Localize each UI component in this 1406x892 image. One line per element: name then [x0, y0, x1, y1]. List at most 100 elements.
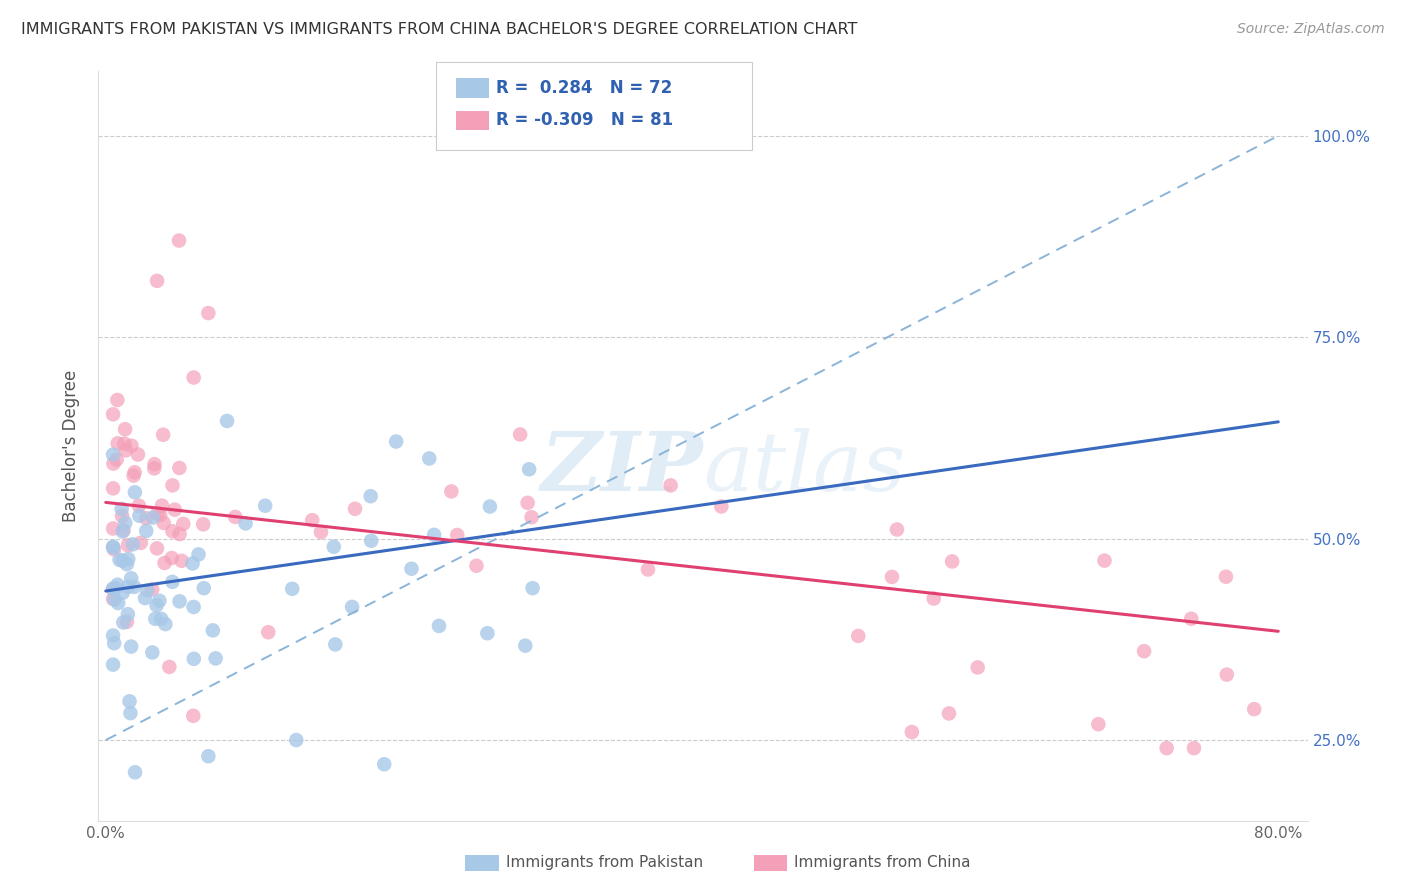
- Point: [1243, 702, 1265, 716]
- Point: [112, 615, 135, 630]
- Point: [217, 414, 239, 428]
- Point: [323, 637, 346, 651]
- Point: [101, 582, 124, 596]
- Point: [152, 427, 174, 442]
- Point: [146, 541, 169, 556]
- Point: [107, 596, 129, 610]
- Point: [111, 508, 134, 523]
- Point: [141, 582, 163, 597]
- Point: [197, 306, 219, 320]
- Point: [257, 625, 280, 640]
- Point: [120, 439, 142, 453]
- Point: [201, 624, 224, 638]
- Point: [1156, 741, 1178, 756]
- Text: IMMIGRANTS FROM PAKISTAN VS IMMIGRANTS FROM CHINA BACHELOR'S DEGREE CORRELATION : IMMIGRANTS FROM PAKISTAN VS IMMIGRANTS F…: [21, 22, 858, 37]
- Point: [941, 554, 963, 568]
- Point: [143, 461, 166, 475]
- Point: [418, 451, 440, 466]
- Point: [659, 478, 682, 492]
- Point: [101, 541, 124, 555]
- Point: [224, 510, 246, 524]
- Point: [285, 733, 308, 747]
- Point: [105, 392, 128, 407]
- Point: [104, 581, 127, 595]
- Point: [157, 660, 180, 674]
- Point: [446, 528, 468, 542]
- Point: [183, 370, 205, 384]
- Point: [103, 542, 125, 557]
- Point: [181, 557, 204, 571]
- Point: [143, 612, 166, 626]
- Point: [172, 516, 194, 531]
- Point: [105, 452, 128, 467]
- Point: [1180, 612, 1202, 626]
- Point: [150, 612, 173, 626]
- Point: [340, 599, 363, 614]
- Point: [135, 511, 157, 525]
- Point: [193, 581, 215, 595]
- Point: [115, 557, 138, 571]
- Point: [101, 628, 124, 642]
- Point: [401, 562, 423, 576]
- Point: [117, 607, 139, 622]
- Point: [385, 434, 408, 449]
- Y-axis label: Bachelor's Degree: Bachelor's Degree: [62, 370, 80, 522]
- Point: [373, 757, 395, 772]
- Point: [101, 540, 124, 554]
- Point: [710, 500, 733, 514]
- Point: [149, 508, 172, 522]
- Point: [129, 536, 152, 550]
- Point: [101, 448, 124, 462]
- Point: [111, 554, 134, 568]
- Point: [515, 639, 537, 653]
- Point: [101, 521, 124, 535]
- Point: [254, 499, 277, 513]
- Point: [204, 651, 226, 665]
- Point: [122, 580, 145, 594]
- Point: [169, 594, 191, 608]
- Point: [145, 599, 167, 613]
- Point: [522, 581, 544, 595]
- Point: [127, 448, 149, 462]
- Point: [509, 427, 531, 442]
- Point: [637, 562, 659, 576]
- Point: [117, 538, 139, 552]
- Text: R =  0.284   N = 72: R = 0.284 N = 72: [496, 79, 672, 97]
- Point: [938, 706, 960, 721]
- Point: [322, 540, 344, 554]
- Point: [901, 725, 924, 739]
- Point: [128, 499, 150, 513]
- Point: [846, 629, 869, 643]
- Point: [465, 558, 488, 573]
- Point: [517, 462, 540, 476]
- Point: [1087, 717, 1109, 731]
- Point: [1182, 741, 1205, 756]
- Point: [309, 524, 332, 539]
- Point: [103, 592, 125, 607]
- Point: [107, 578, 129, 592]
- Point: [516, 496, 538, 510]
- Point: [155, 617, 177, 632]
- Point: [344, 501, 367, 516]
- Point: [922, 591, 945, 606]
- Point: [108, 553, 131, 567]
- Point: [150, 499, 173, 513]
- Point: [880, 570, 903, 584]
- Point: [101, 591, 124, 606]
- Point: [607, 854, 630, 868]
- Point: [143, 457, 166, 471]
- Point: [193, 517, 215, 532]
- Point: [122, 537, 145, 551]
- Point: [360, 533, 382, 548]
- Point: [160, 551, 183, 566]
- Point: [181, 708, 204, 723]
- Point: [477, 626, 499, 640]
- Point: [120, 640, 142, 654]
- Point: [169, 461, 191, 475]
- Text: Immigrants from Pakistan: Immigrants from Pakistan: [506, 855, 703, 870]
- Point: [170, 554, 193, 568]
- Point: [107, 436, 129, 450]
- Point: [162, 574, 184, 589]
- Point: [112, 436, 135, 450]
- Point: [281, 582, 304, 596]
